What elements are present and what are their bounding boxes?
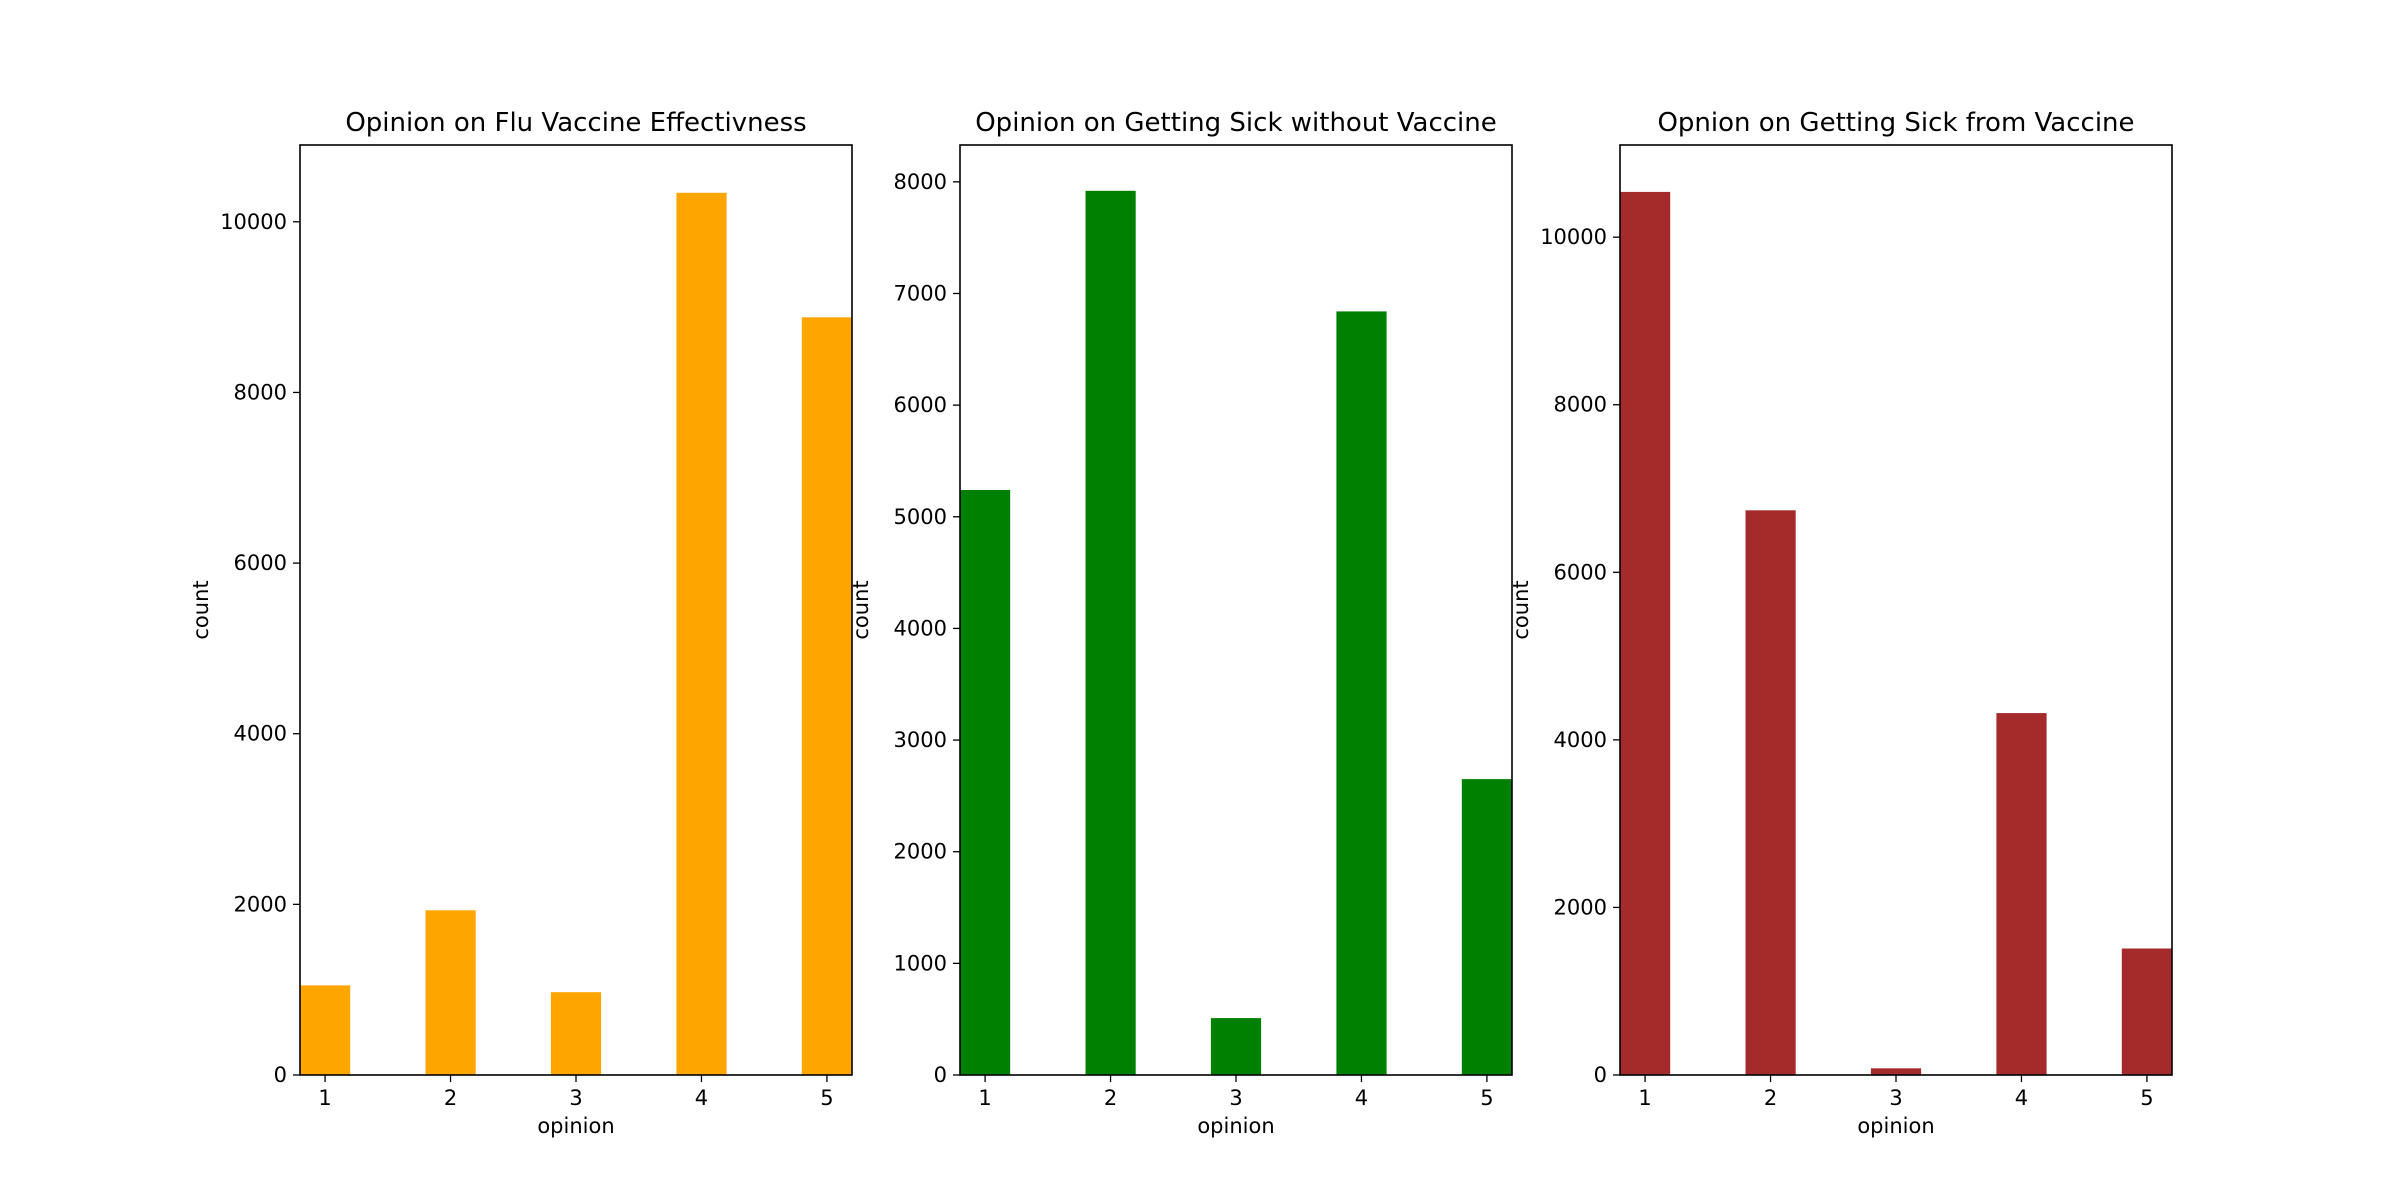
bar-opinion-4 (1996, 713, 2047, 1075)
y-tick-label: 0 (274, 1063, 287, 1087)
x-tick-label: 4 (1355, 1086, 1368, 1110)
x-tick-label: 4 (695, 1086, 708, 1110)
bar-opinion-3 (1870, 1068, 1922, 1075)
y-tick-label: 2000 (894, 840, 947, 864)
y-tick-label: 10000 (1540, 225, 1607, 249)
chart-panel-sick-from-vaccine: Opnion on Getting Sick from Vaccine opin… (1509, 108, 2173, 1138)
x-tick-label: 3 (1229, 1086, 1242, 1110)
x-tick-label: 2 (444, 1086, 457, 1110)
bar-opinion-2 (1745, 510, 1796, 1075)
bar-opinion-5 (801, 317, 852, 1075)
y-tick-label: 6000 (894, 393, 947, 417)
y-tick-label: 6000 (234, 551, 287, 575)
x-axis-label: opinion (537, 1114, 614, 1138)
bar-opinion-1 (960, 490, 1011, 1075)
chart-panel-vaccine-effectiveness: Opinion on Flu Vaccine Effectivness opin… (189, 108, 853, 1138)
y-axis-label: count (189, 580, 213, 639)
y-tick-label: 1000 (894, 951, 947, 975)
y-tick-label: 6000 (1554, 560, 1607, 584)
y-tick-label: 0 (934, 1063, 947, 1087)
y-axis-label: count (849, 580, 873, 639)
y-tick-label: 2000 (234, 892, 287, 916)
y-tick-label: 0 (1594, 1063, 1607, 1087)
x-axis-label: opinion (1197, 1114, 1274, 1138)
x-tick-label: 3 (569, 1086, 582, 1110)
y-tick-label: 2000 (1554, 895, 1607, 919)
x-tick-label: 2 (1104, 1086, 1117, 1110)
bar-opinion-3 (1210, 1018, 1262, 1075)
chart-title: Opinion on Flu Vaccine Effectivness (345, 108, 806, 138)
y-tick-label: 4000 (894, 616, 947, 640)
x-tick-label: 5 (820, 1086, 833, 1110)
y-tick-label: 4000 (234, 722, 287, 746)
y-axis-label: count (1509, 580, 1533, 639)
y-tick-label: 10000 (220, 210, 287, 234)
x-tick-label: 1 (318, 1086, 331, 1110)
y-tick-label: 8000 (894, 170, 947, 194)
chart-title: Opinion on Getting Sick without Vaccine (975, 108, 1497, 138)
y-tick-label: 4000 (1554, 728, 1607, 752)
y-tick-label: 3000 (894, 728, 947, 752)
bar-opinion-4 (1336, 311, 1387, 1075)
x-axis-label: opinion (1857, 1114, 1934, 1138)
x-tick-label: 5 (2140, 1086, 2153, 1110)
bar-opinion-5 (2121, 948, 2172, 1075)
bar-opinion-5 (1461, 779, 1512, 1075)
x-tick-label: 4 (2015, 1086, 2028, 1110)
y-tick-label: 8000 (234, 380, 287, 404)
x-tick-label: 2 (1764, 1086, 1777, 1110)
bar-opinion-4 (676, 192, 727, 1076)
x-tick-label: 1 (1638, 1086, 1651, 1110)
bar-opinion-2 (425, 910, 476, 1075)
bar-opinion-3 (550, 992, 602, 1075)
x-tick-label: 1 (978, 1086, 991, 1110)
y-tick-label: 7000 (894, 281, 947, 305)
y-tick-label: 5000 (894, 505, 947, 529)
bar-opinion-2 (1085, 190, 1136, 1076)
chart-panel-sick-without-vaccine: Opinion on Getting Sick without Vaccine … (849, 108, 1513, 1138)
bar-opinion-1 (300, 985, 351, 1075)
bar-opinion-1 (1620, 191, 1671, 1075)
x-tick-label: 3 (1889, 1086, 1902, 1110)
x-tick-label: 5 (1480, 1086, 1493, 1110)
chart-title: Opnion on Getting Sick from Vaccine (1657, 108, 2134, 138)
y-tick-label: 8000 (1554, 393, 1607, 417)
